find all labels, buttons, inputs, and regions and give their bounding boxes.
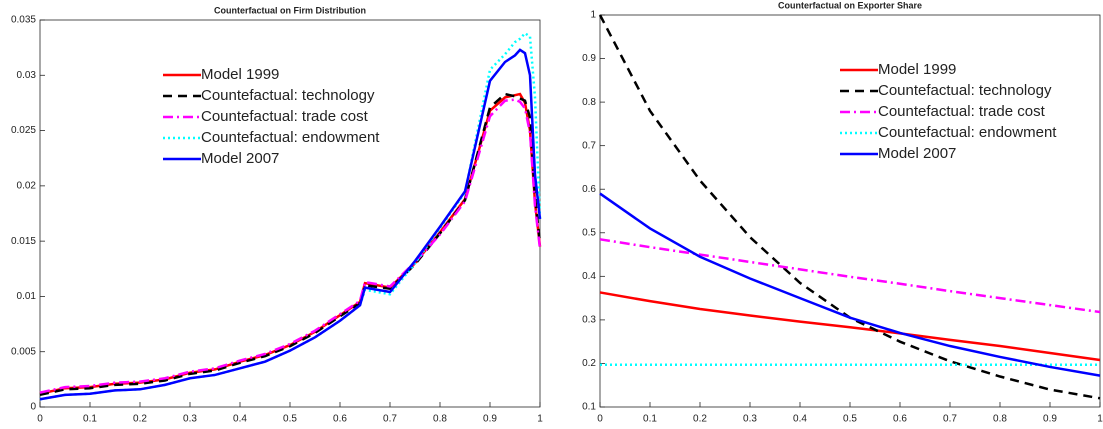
x-tick-label: 0.3 [183,414,197,425]
x-tick-label: 0 [597,414,603,425]
x-tick-label: 0 [37,414,43,425]
y-tick-label: 0.9 [582,53,596,64]
x-tick-label: 0.2 [693,414,707,425]
x-tick-label: 0.6 [893,414,907,425]
y-tick-label: 0.2 [582,358,596,369]
chart-title: Counterfactual on Exporter Share [778,0,922,10]
x-tick-label: 0.8 [993,414,1007,425]
y-tick-label: 0.03 [17,70,37,81]
series-line [599,192,1101,377]
y-tick-label: 0 [30,402,36,413]
series-line [599,291,1101,362]
x-tick-label: 0.7 [383,414,397,425]
x-tick-label: 0.4 [233,414,247,425]
legend-label: Model 1999 [878,61,956,78]
y-tick-label: 0.7 [582,140,596,151]
x-tick-label: 0.5 [283,414,297,425]
legend-label: Countefactual: technology [201,87,375,104]
legend-label: Model 2007 [201,150,279,167]
x-tick-label: 1 [537,414,543,425]
y-tick-label: 0.02 [17,180,37,191]
plot-area [39,19,541,408]
x-tick-label: 0.5 [843,414,857,425]
y-tick-label: 0.8 [582,97,596,108]
y-tick-label: 0.6 [582,184,596,195]
y-tick-label: 0.035 [11,15,36,26]
legend-label: Countefactual: endowment [201,129,380,146]
y-tick-label: 0.1 [582,402,596,413]
x-tick-label: 0.9 [1043,414,1057,425]
legend-label: Countefactual: trade cost [878,103,1046,120]
y-tick-label: 0.025 [11,125,36,136]
series-line [598,14,1101,400]
chart-title: Counterfactual on Firm Distribution [214,5,366,15]
legend-label: Countefactual: trade cost [201,108,369,125]
series-line [599,238,1101,314]
x-tick-label: 0.1 [643,414,657,425]
legend-label: Countefactual: endowment [878,124,1057,141]
x-tick-label: 0.9 [483,414,497,425]
legend-label: Model 2007 [878,145,956,162]
plot-area [599,14,1101,408]
x-tick-label: 0.6 [333,414,347,425]
y-tick-label: 0.015 [11,236,36,247]
y-tick-label: 0.5 [582,227,596,238]
legend-label: Model 1999 [201,66,279,83]
x-tick-label: 0.4 [793,414,807,425]
series-line [39,98,542,394]
legend-label: Countefactual: technology [878,82,1052,99]
x-tick-label: 0.3 [743,414,757,425]
x-tick-label: 0.7 [943,414,957,425]
x-tick-label: 0.1 [83,414,97,425]
y-tick-label: 1 [590,10,596,21]
x-tick-label: 1 [1097,414,1103,425]
y-tick-label: 0.005 [11,346,36,357]
series-line [39,48,542,401]
x-tick-label: 0.8 [433,414,447,425]
x-tick-label: 0.2 [133,414,147,425]
y-tick-label: 0.01 [17,291,37,302]
y-tick-label: 0.4 [582,271,596,282]
y-tick-label: 0.3 [582,315,596,326]
